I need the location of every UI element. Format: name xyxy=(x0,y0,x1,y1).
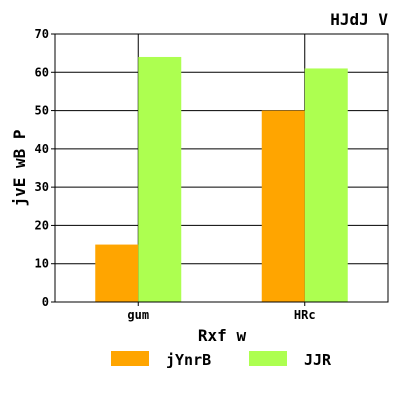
y-axis-label: jvE wB P xyxy=(10,129,29,206)
bars xyxy=(95,56,348,302)
y-tick-label: 10 xyxy=(35,257,49,271)
bar-JJR xyxy=(304,68,348,302)
x-tick-label: HRc xyxy=(294,308,316,322)
bar-jYnrB xyxy=(261,110,305,302)
plot-frame xyxy=(54,33,389,303)
y-tick-label: 70 xyxy=(35,27,49,41)
y-axis-ticks: 0 10 20 30 40 50 60 70 xyxy=(35,27,55,309)
x-axis-ticks: gum HRc xyxy=(127,302,316,322)
legend-swatch xyxy=(249,351,287,366)
y-tick-label: 20 xyxy=(35,218,49,232)
y-tick-label: 50 xyxy=(35,104,49,118)
legend-swatch xyxy=(111,351,149,366)
bar-jYnrB xyxy=(95,244,139,302)
y-tick-label: 60 xyxy=(35,65,49,79)
y-tick-label: 40 xyxy=(35,142,49,156)
legend: jYnrB JJR xyxy=(111,351,332,369)
bar-JJR xyxy=(138,56,182,302)
y-tick-label: 30 xyxy=(35,180,49,194)
x-tick-label: gum xyxy=(127,308,149,322)
legend-label: jYnrB xyxy=(166,351,211,369)
y-tick-label: 0 xyxy=(42,295,49,309)
x-axis-label: Rxf w xyxy=(198,326,247,345)
legend-label: JJR xyxy=(304,351,332,369)
chart-title: HJdJ V xyxy=(330,10,388,29)
